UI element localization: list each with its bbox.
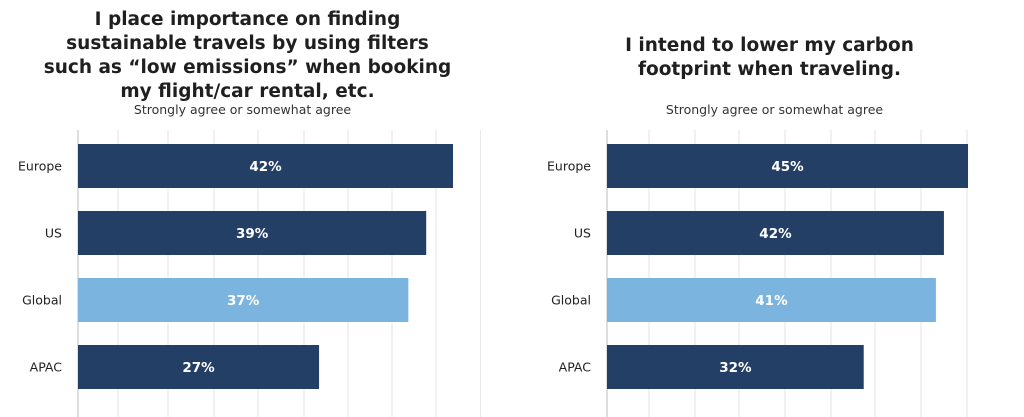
chart-subtitle: Strongly agree or somewhat agree xyxy=(665,102,884,117)
value-label: 42% xyxy=(759,226,792,242)
category-label: US xyxy=(45,226,62,241)
value-label: 42% xyxy=(249,159,282,175)
value-label: 45% xyxy=(771,159,804,175)
bar-chart-sustainable-filters: Europe 42% US 39% Global 37% APAC 27% xyxy=(18,130,453,417)
value-label: 41% xyxy=(755,293,788,309)
category-label: APAC xyxy=(559,360,592,375)
category-label: Europe xyxy=(18,159,62,174)
bar-apac xyxy=(78,345,320,389)
bar-us xyxy=(78,211,427,255)
chart-panel-sustainable-filters: I place importance on finding sustainabl… xyxy=(18,9,453,417)
chart-title: I place importance on finding sustainabl… xyxy=(43,9,452,102)
chart-subtitle: Strongly agree or somewhat agree xyxy=(133,102,352,117)
category-label: Global xyxy=(22,293,62,308)
category-label: US xyxy=(574,226,591,241)
value-label: 32% xyxy=(719,360,752,376)
value-label: 27% xyxy=(182,360,215,376)
bar-us xyxy=(607,211,944,255)
chart-panel-carbon-footprint: I intend to lower my carbon footprint wh… xyxy=(515,0,1024,417)
value-label: 37% xyxy=(227,293,260,309)
category-label: Europe xyxy=(547,159,591,174)
panel-divider xyxy=(480,130,481,417)
bar-global xyxy=(78,278,409,322)
bar-global xyxy=(607,278,936,322)
chart-title: I intend to lower my carbon footprint wh… xyxy=(625,35,914,80)
bar-europe xyxy=(78,144,453,188)
bar-apac xyxy=(607,345,864,389)
value-label: 39% xyxy=(236,226,269,242)
bar-europe xyxy=(607,144,968,188)
category-label: APAC xyxy=(30,360,63,375)
bar-chart-carbon-footprint: Europe 45% US 42% Global 41% APAC 32% xyxy=(547,130,968,417)
category-label: Global xyxy=(551,293,591,308)
